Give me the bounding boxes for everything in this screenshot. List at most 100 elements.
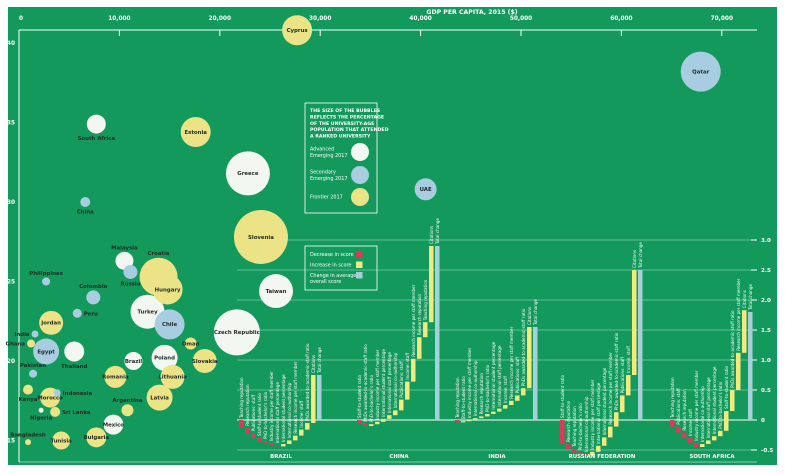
bubble-circle xyxy=(160,364,185,389)
waterfall-bar-label: Research income per staff member xyxy=(736,278,741,350)
bubble-ghana: Ghana xyxy=(6,339,36,348)
bubble-circle xyxy=(25,439,32,446)
waterfall-bar xyxy=(299,429,304,436)
y-tick-label: 20 xyxy=(7,359,15,365)
waterfall-bar-label: Publications: staff xyxy=(251,395,256,432)
bubble-label: Thailand xyxy=(61,364,87,370)
waterfall-bar xyxy=(614,412,619,427)
bubble-kenya: Kenya xyxy=(19,384,38,403)
bubble-label: Russia xyxy=(120,281,140,287)
waterfall-group-china: Staff-to-student ratio PhDs awarded-to-ac… xyxy=(357,218,440,460)
waterfall-bar xyxy=(257,438,262,441)
waterfall-bar xyxy=(742,310,747,353)
waterfall-bar-label: Citations xyxy=(527,307,532,325)
waterfall-bar xyxy=(399,399,404,411)
waterfall-bar xyxy=(718,430,723,437)
waterfall-bar xyxy=(275,445,280,447)
waterfall-bar-label: Staff-to-student ratio xyxy=(257,392,262,436)
bubble-size-note-line: REFLECTS THE PERCENTAGE xyxy=(310,114,384,120)
bubble-label: Nigeria xyxy=(30,415,52,421)
waterfall-tick-label: 3.0 xyxy=(761,238,771,244)
waterfall-bar xyxy=(375,421,380,425)
bubble-circle xyxy=(259,274,294,309)
bubble-circle xyxy=(31,330,39,338)
bubble-circle xyxy=(64,341,85,362)
waterfall-bar xyxy=(251,433,256,438)
waterfall-bar-label: Citations xyxy=(742,290,747,308)
waterfall-bar xyxy=(287,440,292,444)
bubble-label: Bangladesh xyxy=(10,433,46,439)
bubble-size-note-line: OF THE UNIVERSITY-AGE xyxy=(310,121,374,127)
waterfall-bar-label: PhDs awarded-to-academic-staff ratio xyxy=(614,332,619,410)
waterfall-bar-label: International co-authorship xyxy=(473,360,478,416)
waterfall-bar-label: Income: staff xyxy=(688,409,693,436)
waterfall-bar-label: PhD-to-bachelor's ratio xyxy=(263,391,268,439)
x-tick-label: 20,000 xyxy=(209,16,231,22)
waterfall-legend-label: overall score xyxy=(310,279,341,285)
bubble-label: Argentina xyxy=(112,398,142,404)
waterfall-bar-label: International student percentage xyxy=(381,349,386,417)
waterfall-legend: Decrease in score Increase in score Change… xyxy=(304,245,378,291)
advanced-legend-swatch xyxy=(351,143,369,161)
bubble-circle xyxy=(233,209,288,264)
bubble-circle xyxy=(53,389,61,397)
waterfall-bar xyxy=(632,270,637,375)
bubble-circle xyxy=(86,114,106,134)
waterfall-legend-label: Increase in score xyxy=(310,263,351,269)
bubble-pakistan: Pakistan xyxy=(20,363,46,378)
bar_increase-legend-swatch xyxy=(356,261,363,268)
waterfall-bar-label: PhD-to-bachelor's ratio xyxy=(369,375,374,423)
waterfall-bar-label: International co-authorship xyxy=(584,396,589,452)
waterfall-bar-label: PhDs awarded-to-academic-staff ratio xyxy=(363,344,368,422)
bubble-nigeria: Nigeria xyxy=(30,407,52,421)
waterfall-bar-label: PhD-to-bachelor's ratio xyxy=(718,381,723,429)
waterfall-tick-label: 1.5 xyxy=(761,328,771,334)
waterfall-bar-label: International student percentage xyxy=(602,367,607,435)
bubble-circle xyxy=(86,290,101,305)
waterfall-bar-label: International co-authorship xyxy=(700,386,705,442)
bubble-label: China xyxy=(77,210,94,216)
x-axis-title: GDP PER CAPITA, 2015 ($) xyxy=(426,9,517,16)
bubble-legend-label: Secondary xyxy=(310,170,336,176)
bubble-legend-label: Frontier 2017 xyxy=(310,195,343,201)
bubble-thailand: Thailand xyxy=(61,341,87,370)
bubble-indonesia: Indonesia xyxy=(53,389,93,397)
waterfall-bar-label: PhDs awarded-to-academic-staff ratio xyxy=(730,310,735,388)
waterfall-bar-label: Research income per staff member xyxy=(608,352,613,424)
waterfall-tick-label: 2.0 xyxy=(761,298,771,304)
waterfall-bar-label: Staff-to-student ratio xyxy=(560,374,565,418)
bubble-circle xyxy=(23,384,34,395)
bubble-circle xyxy=(33,338,60,365)
bubble-circle xyxy=(29,369,38,378)
waterfall-bar xyxy=(602,437,607,446)
bubble-circle xyxy=(39,310,64,335)
bubble-circle xyxy=(184,337,197,350)
waterfall-bar xyxy=(281,444,286,447)
waterfall-bar-label: Research reputation xyxy=(479,373,484,415)
waterfall-bar-label: Income: staff xyxy=(405,353,410,380)
waterfall-bar-label: Citations xyxy=(632,250,637,268)
waterfall-bar xyxy=(467,420,472,422)
waterfall-bar-label: Publications: staff xyxy=(399,361,404,398)
secondary-legend-swatch xyxy=(351,166,369,184)
bubble-label: Cyprus xyxy=(287,28,308,34)
waterfall-bar-label: Publications: staff xyxy=(676,388,681,425)
bubble-colombia: Colombia xyxy=(79,284,108,305)
waterfall-country-label: RUSSIAN FEDERATION xyxy=(569,454,636,460)
bubble-label: Egypt xyxy=(37,349,55,355)
waterfall-total-bar xyxy=(638,270,643,420)
waterfall-total-label: Total change xyxy=(638,242,643,269)
bubble-circle xyxy=(180,117,211,148)
waterfall-bar-label: International co-authorship xyxy=(287,382,292,438)
waterfall-bar xyxy=(515,395,520,401)
bubble-label: Latvia xyxy=(150,395,169,401)
waterfall-bar-label: PhDs awarded-to-academic-staff ratio xyxy=(521,308,526,386)
bar_decrease-legend-swatch xyxy=(356,251,363,258)
waterfall-bar xyxy=(682,432,687,438)
waterfall-total-bar xyxy=(317,375,322,420)
bubble-circle xyxy=(192,349,217,373)
waterfall-bar-label: Research income per staff member xyxy=(509,326,514,398)
waterfall-bar-label: Industry income per staff member xyxy=(269,371,274,442)
waterfall-bar xyxy=(509,400,514,405)
bubble-circle xyxy=(151,344,178,371)
